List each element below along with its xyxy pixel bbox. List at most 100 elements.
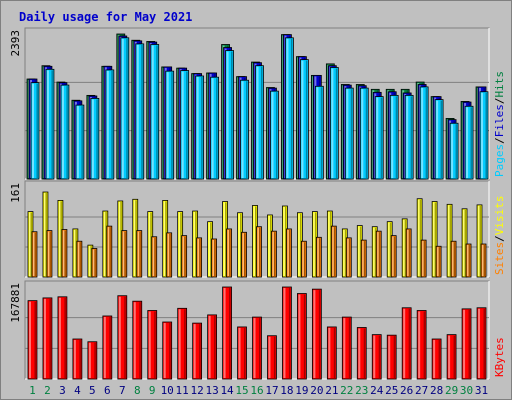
day-label-13: 13 xyxy=(205,384,218,397)
bar-shadow xyxy=(64,297,66,378)
day-label-1: 1 xyxy=(29,384,36,397)
bar-body xyxy=(87,341,98,380)
day-label-19: 19 xyxy=(295,384,308,397)
bar-shadow xyxy=(425,87,428,178)
bar-shadow xyxy=(378,232,381,276)
bar-shadow xyxy=(195,212,197,276)
bar-highlight xyxy=(163,201,166,276)
bar-bot-kbytes-day-14 xyxy=(222,286,232,380)
bar-highlight xyxy=(76,106,79,178)
bar-highlight xyxy=(242,233,245,276)
bar-shadow xyxy=(335,68,338,178)
bar-body xyxy=(326,326,337,380)
bar-body xyxy=(27,300,38,380)
bar-body xyxy=(45,68,55,180)
bar-body xyxy=(267,335,277,380)
bar-highlight xyxy=(268,215,271,276)
bar-highlight xyxy=(436,100,439,178)
bar-shadow xyxy=(408,308,411,378)
bar-top-pages-day-9 xyxy=(150,44,160,180)
bar-shadow xyxy=(244,233,246,276)
bar-bot-kbytes-day-15 xyxy=(237,326,247,380)
bar-bot-kbytes-day-24 xyxy=(371,334,382,380)
bar-shadow xyxy=(434,202,437,276)
bar-highlight xyxy=(178,309,181,378)
bar-highlight xyxy=(358,328,361,378)
bar-shadow xyxy=(468,245,471,276)
bar-shadow xyxy=(169,233,171,276)
bar-highlight xyxy=(181,71,184,178)
bar-mid-sites-day-20 xyxy=(315,236,322,278)
bar-shadow xyxy=(51,70,53,178)
bar-highlight xyxy=(62,230,65,276)
bar-body xyxy=(252,316,262,380)
bar-mid-sites-day-5 xyxy=(91,248,98,278)
bar-bot-kbytes-day-2 xyxy=(42,297,53,380)
bar-mid-visits-day-29 xyxy=(446,203,453,278)
bar-body xyxy=(150,44,160,180)
bar-shadow xyxy=(105,212,107,276)
bar-highlight xyxy=(103,212,106,276)
bar-bot-kbytes-day-9 xyxy=(147,310,158,380)
bar-top-pages-day-29 xyxy=(449,122,459,180)
bar-body xyxy=(270,90,279,180)
bar-shadow xyxy=(350,89,353,178)
bar-mid-visits-day-28 xyxy=(431,201,438,278)
bar-mid-sites-day-12 xyxy=(196,237,203,278)
bar-shadow xyxy=(348,318,351,378)
bar-highlight xyxy=(361,89,364,178)
bar-top-pages-day-6 xyxy=(105,69,115,180)
bar-body xyxy=(42,297,53,380)
bar-shadow xyxy=(75,229,77,276)
bar-highlight xyxy=(343,229,346,276)
bar-body xyxy=(225,50,234,180)
bar-body xyxy=(434,99,444,180)
bar-shadow xyxy=(419,199,422,276)
bar-highlight xyxy=(403,219,406,276)
bar-highlight xyxy=(196,76,199,178)
bar-shadow xyxy=(60,201,62,276)
bar-highlight xyxy=(328,212,331,276)
bar-body xyxy=(132,300,143,380)
bar-shadow xyxy=(141,44,143,178)
bar-highlight xyxy=(257,227,260,276)
bar-mid-sites-day-15 xyxy=(241,231,247,278)
bar-top-pages-day-11 xyxy=(180,70,190,180)
bar-mid-sites-day-18 xyxy=(286,228,292,278)
bar-shadow xyxy=(363,241,366,276)
day-label-5: 5 xyxy=(89,384,96,397)
bar-bot-kbytes-day-10 xyxy=(162,321,173,380)
bar-shadow xyxy=(318,238,321,276)
bar-highlight xyxy=(208,222,211,276)
bar-body xyxy=(90,98,100,180)
bar-top-pages-day-3 xyxy=(60,84,70,180)
bar-shadow xyxy=(96,99,98,178)
bar-shadow xyxy=(154,237,156,276)
bar-top-pages-day-16 xyxy=(255,65,264,180)
bar-shadow xyxy=(288,288,291,378)
bar-shadow xyxy=(483,245,485,276)
bar-shadow xyxy=(246,81,248,178)
bar-body xyxy=(117,295,128,380)
bar-mid-sites-day-27 xyxy=(420,239,427,278)
bar-highlight xyxy=(46,70,49,178)
bar-highlight xyxy=(118,201,121,276)
bar-body xyxy=(75,104,85,180)
bar-highlight xyxy=(29,212,31,276)
bar-shadow xyxy=(479,205,481,276)
bar-shadow xyxy=(214,315,216,378)
bar-shadow xyxy=(120,201,122,276)
bar-top-pages-day-13 xyxy=(210,76,219,180)
bar-top-pages-day-27 xyxy=(419,86,429,180)
bar-shadow xyxy=(404,219,407,276)
bar-bot-kbytes-day-19 xyxy=(297,293,307,380)
bar-highlight xyxy=(91,99,94,178)
bar-body xyxy=(404,94,414,180)
bar-shadow xyxy=(329,212,332,276)
bar-shadow xyxy=(389,222,392,276)
bar-shadow xyxy=(320,87,323,178)
bar-top-pages-day-28 xyxy=(434,99,444,180)
bar-body xyxy=(356,327,367,380)
legend-item-pages: Pages xyxy=(493,144,506,177)
